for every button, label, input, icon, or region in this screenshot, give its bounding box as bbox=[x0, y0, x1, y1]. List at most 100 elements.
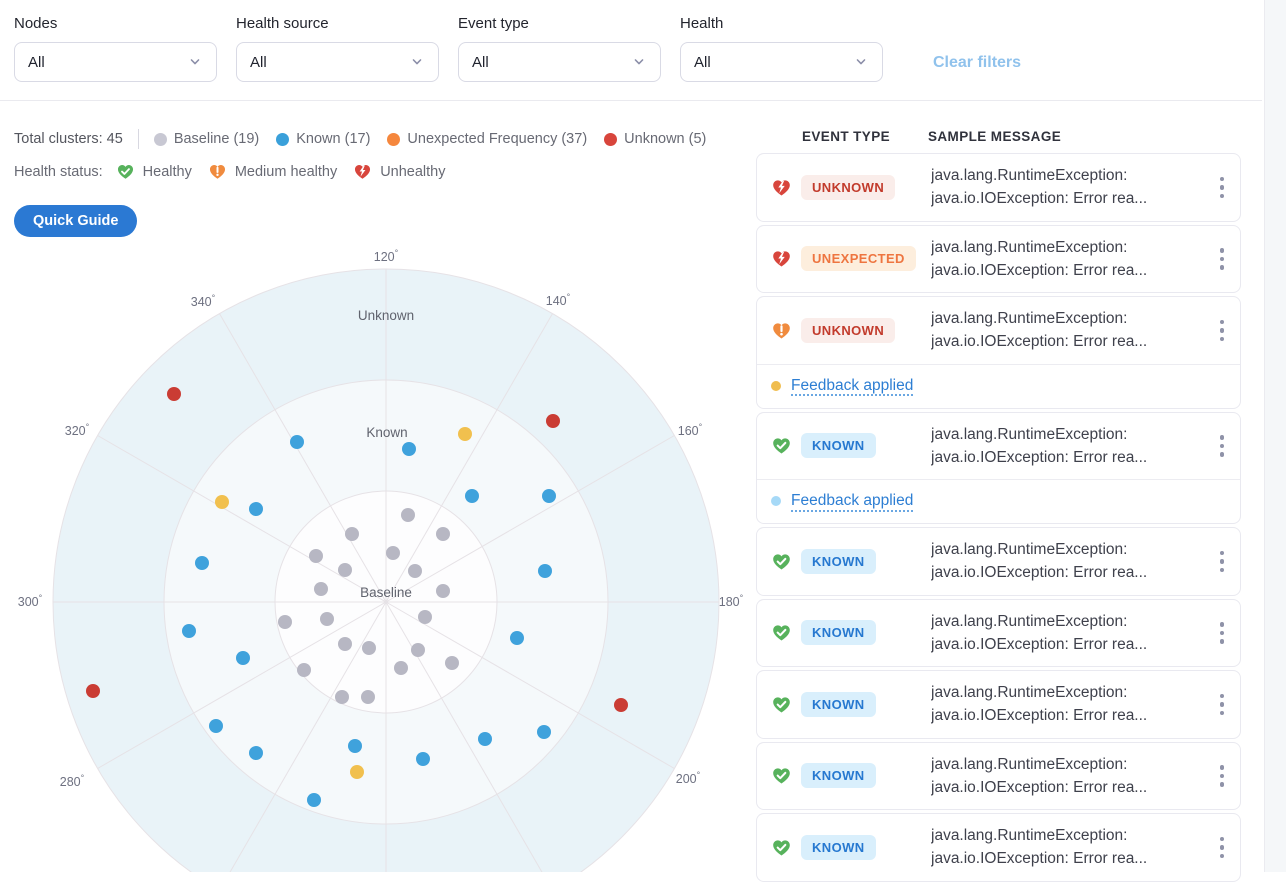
row-menu-button[interactable] bbox=[1218, 244, 1227, 274]
legend-item-label: Unexpected Frequency (37) bbox=[407, 131, 588, 147]
cluster-dot-baseline[interactable] bbox=[309, 549, 323, 563]
cluster-dot-unexpected[interactable] bbox=[458, 427, 472, 441]
cluster-dot-known[interactable] bbox=[542, 489, 556, 503]
health-item-label: Unhealthy bbox=[380, 163, 446, 180]
row-menu-button[interactable] bbox=[1218, 173, 1227, 203]
kebab-dot bbox=[1219, 853, 1224, 858]
row-menu-button[interactable] bbox=[1218, 431, 1227, 461]
cluster-dot-baseline[interactable] bbox=[418, 610, 432, 624]
cluster-dot-unexpected[interactable] bbox=[350, 765, 364, 779]
chevron-down-icon bbox=[856, 59, 866, 65]
cluster-dot-known[interactable] bbox=[195, 556, 209, 570]
cluster-dot-baseline[interactable] bbox=[314, 582, 328, 596]
event-type-badge: KNOWN bbox=[801, 691, 876, 717]
kebab-dot bbox=[1219, 559, 1224, 564]
row-menu-button[interactable] bbox=[1218, 761, 1227, 791]
cluster-dot-baseline[interactable] bbox=[338, 637, 352, 651]
cluster-dot-known[interactable] bbox=[538, 564, 552, 578]
cluster-dot-baseline[interactable] bbox=[361, 690, 375, 704]
kebab-dot bbox=[1219, 185, 1224, 190]
cluster-dot-baseline[interactable] bbox=[411, 643, 425, 657]
sample-message: java.lang.RuntimeException: java.io.IOExc… bbox=[931, 612, 1148, 653]
cluster-dot-known[interactable] bbox=[510, 631, 524, 645]
legend-item-label: Unknown (5) bbox=[624, 131, 707, 147]
event-row-main: UNKNOWN java.lang.RuntimeException: java.i… bbox=[757, 297, 1240, 364]
cluster-dot-unexpected[interactable] bbox=[215, 495, 229, 509]
row-menu-button[interactable] bbox=[1218, 690, 1227, 720]
cluster-dot-baseline[interactable] bbox=[278, 615, 292, 629]
cluster-dot-baseline[interactable] bbox=[345, 527, 359, 541]
quick-guide-button[interactable]: Quick Guide bbox=[14, 205, 138, 237]
cluster-dot-known[interactable] bbox=[465, 489, 479, 503]
cluster-dot-known[interactable] bbox=[307, 793, 321, 807]
event-row[interactable]: KNOWN java.lang.RuntimeException: java.io.… bbox=[756, 670, 1241, 739]
health-select[interactable]: All bbox=[680, 42, 883, 82]
health-item-medium: Medium healthy bbox=[208, 162, 337, 181]
event-type-select[interactable]: All bbox=[458, 42, 661, 82]
cluster-dot-baseline[interactable] bbox=[297, 663, 311, 677]
clusters-legend: Total clusters: 45 Baseline (19) Known (1… bbox=[14, 129, 723, 149]
kebab-dot bbox=[1219, 328, 1224, 333]
health-item-label: Healthy bbox=[142, 163, 192, 180]
cluster-dot-known[interactable] bbox=[537, 725, 551, 739]
cluster-dot-baseline[interactable] bbox=[436, 584, 450, 598]
event-row[interactable]: UNKNOWN java.lang.RuntimeException: java.i… bbox=[756, 153, 1241, 222]
legend-dot-icon bbox=[153, 132, 167, 146]
feedback-applied-link[interactable]: Feedback applied bbox=[791, 492, 914, 509]
event-row[interactable]: UNKNOWN java.lang.RuntimeException: java.i… bbox=[756, 296, 1241, 409]
cluster-dot-baseline[interactable] bbox=[335, 690, 349, 704]
clear-filters-link[interactable]: Clear filters bbox=[933, 54, 1022, 71]
event-row-main: KNOWN java.lang.RuntimeException: java.io.… bbox=[757, 743, 1240, 810]
event-row[interactable]: UNEXPECTED java.lang.RuntimeException: jav… bbox=[756, 224, 1241, 293]
column-header-sample-message: SAMPLE MESSAGE bbox=[928, 129, 1062, 144]
cluster-dot-unknown[interactable] bbox=[614, 698, 628, 712]
cluster-dot-known[interactable] bbox=[348, 739, 362, 753]
cluster-dot-known[interactable] bbox=[249, 502, 263, 516]
row-menu-button[interactable] bbox=[1218, 618, 1227, 648]
column-header-event-type: EVENT TYPE bbox=[802, 129, 891, 144]
kebab-dot bbox=[1219, 567, 1224, 572]
cluster-dot-baseline[interactable] bbox=[408, 564, 422, 578]
event-row[interactable]: KNOWN java.lang.RuntimeException: java.io.… bbox=[756, 411, 1241, 524]
cluster-dot-known[interactable] bbox=[290, 435, 304, 449]
cluster-dot-baseline[interactable] bbox=[394, 661, 408, 675]
event-row[interactable]: KNOWN java.lang.RuntimeException: java.io.… bbox=[756, 741, 1241, 810]
cluster-dot-baseline[interactable] bbox=[386, 546, 400, 560]
event-row[interactable]: KNOWN java.lang.RuntimeException: java.io.… bbox=[756, 598, 1241, 667]
cluster-dot-known[interactable] bbox=[236, 651, 250, 665]
cluster-dot-known[interactable] bbox=[402, 442, 416, 456]
kebab-dot bbox=[1219, 702, 1224, 707]
cluster-dot-known[interactable] bbox=[182, 624, 196, 638]
legend-separator bbox=[137, 129, 139, 149]
row-menu-button[interactable] bbox=[1218, 833, 1227, 863]
cluster-dot-baseline[interactable] bbox=[338, 563, 352, 577]
health-source-select-value: All bbox=[250, 53, 267, 71]
sample-message: java.lang.RuntimeException: java.io.IOExc… bbox=[931, 684, 1148, 725]
cluster-dot-baseline[interactable] bbox=[445, 656, 459, 670]
cluster-dot-baseline[interactable] bbox=[362, 641, 376, 655]
event-row-main: UNKNOWN java.lang.RuntimeException: java.i… bbox=[757, 154, 1240, 221]
event-row[interactable]: KNOWN java.lang.RuntimeException: java.io.… bbox=[756, 527, 1241, 596]
cluster-dot-baseline[interactable] bbox=[320, 612, 334, 626]
event-type-badge: KNOWN bbox=[801, 548, 876, 574]
cluster-dot-unknown[interactable] bbox=[546, 414, 560, 428]
health-source-select[interactable]: All bbox=[236, 42, 439, 82]
chart-spoke bbox=[97, 601, 387, 769]
cluster-dot-unknown[interactable] bbox=[86, 684, 100, 698]
nodes-select[interactable]: All bbox=[14, 42, 217, 82]
feedback-applied-link[interactable]: Feedback applied bbox=[791, 376, 914, 394]
cluster-dot-known[interactable] bbox=[416, 752, 430, 766]
cluster-dot-known[interactable] bbox=[478, 732, 492, 746]
cluster-dot-known[interactable] bbox=[209, 719, 223, 733]
scrollbar-track[interactable] bbox=[1264, 0, 1286, 872]
unhealthy-heart-icon bbox=[773, 180, 790, 196]
row-menu-button[interactable] bbox=[1218, 316, 1227, 346]
event-row[interactable]: KNOWN java.lang.RuntimeException: java.io.… bbox=[756, 813, 1241, 882]
cluster-dot-known[interactable] bbox=[249, 746, 263, 760]
row-menu-button[interactable] bbox=[1218, 547, 1227, 577]
cluster-dot-baseline[interactable] bbox=[401, 508, 415, 522]
filter-groups: Nodes All Health source All Event type All Hea… bbox=[14, 15, 902, 82]
cluster-dot-unknown[interactable] bbox=[167, 387, 181, 401]
legend-item-unknown-5: Unknown (5) bbox=[604, 131, 706, 147]
cluster-dot-baseline[interactable] bbox=[436, 527, 450, 541]
